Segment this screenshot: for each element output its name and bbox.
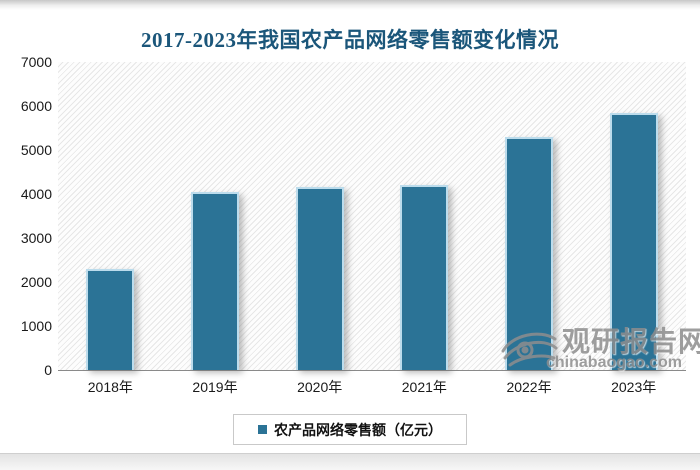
x-tick-label: 2023年: [611, 379, 657, 395]
legend-box: 农产品网络零售额（亿元）: [233, 414, 467, 445]
y-tick-label: 3000: [20, 230, 52, 246]
x-tick-label: 2018年: [87, 379, 133, 395]
chart-title: 2017-2023年我国农产品网络零售额变化情况: [141, 28, 559, 52]
y-tick-label: 1000: [20, 318, 52, 334]
bar-slot: [581, 62, 686, 370]
bar-slot: [372, 62, 477, 370]
bar-2020年: [295, 187, 344, 370]
bar-2018年: [86, 269, 135, 370]
x-tick-label: 2020年: [297, 379, 343, 395]
bar-slot: [477, 62, 582, 370]
y-tick-label: 5000: [20, 142, 52, 158]
x-tick-label: 2019年: [192, 379, 238, 395]
bottom-gradient-strip: [0, 453, 700, 470]
plot-area: [58, 62, 686, 371]
bar-2023年: [609, 113, 658, 370]
y-tick-label: 4000: [20, 186, 52, 202]
x-tick-label: 2021年: [401, 379, 447, 395]
y-tick-label: 0: [44, 362, 52, 378]
y-tick-label: 7000: [20, 54, 52, 70]
bar-slot: [163, 62, 268, 370]
top-gradient-strip: [0, 0, 700, 10]
x-tick-label: 2022年: [506, 379, 552, 395]
bar-slot: [58, 62, 163, 370]
legend-label: 农产品网络零售额（亿元）: [274, 421, 442, 438]
bar-2021年: [400, 185, 449, 370]
legend-marker-square: [258, 425, 267, 434]
bar-2019年: [191, 192, 239, 370]
bar-2022年: [505, 137, 554, 370]
x-axis: 2018年 2019年 2020年 2021年 2022年 2023年: [58, 377, 686, 397]
bar-slot: [267, 62, 372, 370]
y-tick-label: 2000: [20, 274, 52, 290]
y-tick-label: 6000: [20, 98, 52, 114]
y-axis: 0 1000 2000 3000 4000 5000 6000 7000: [0, 0, 52, 470]
